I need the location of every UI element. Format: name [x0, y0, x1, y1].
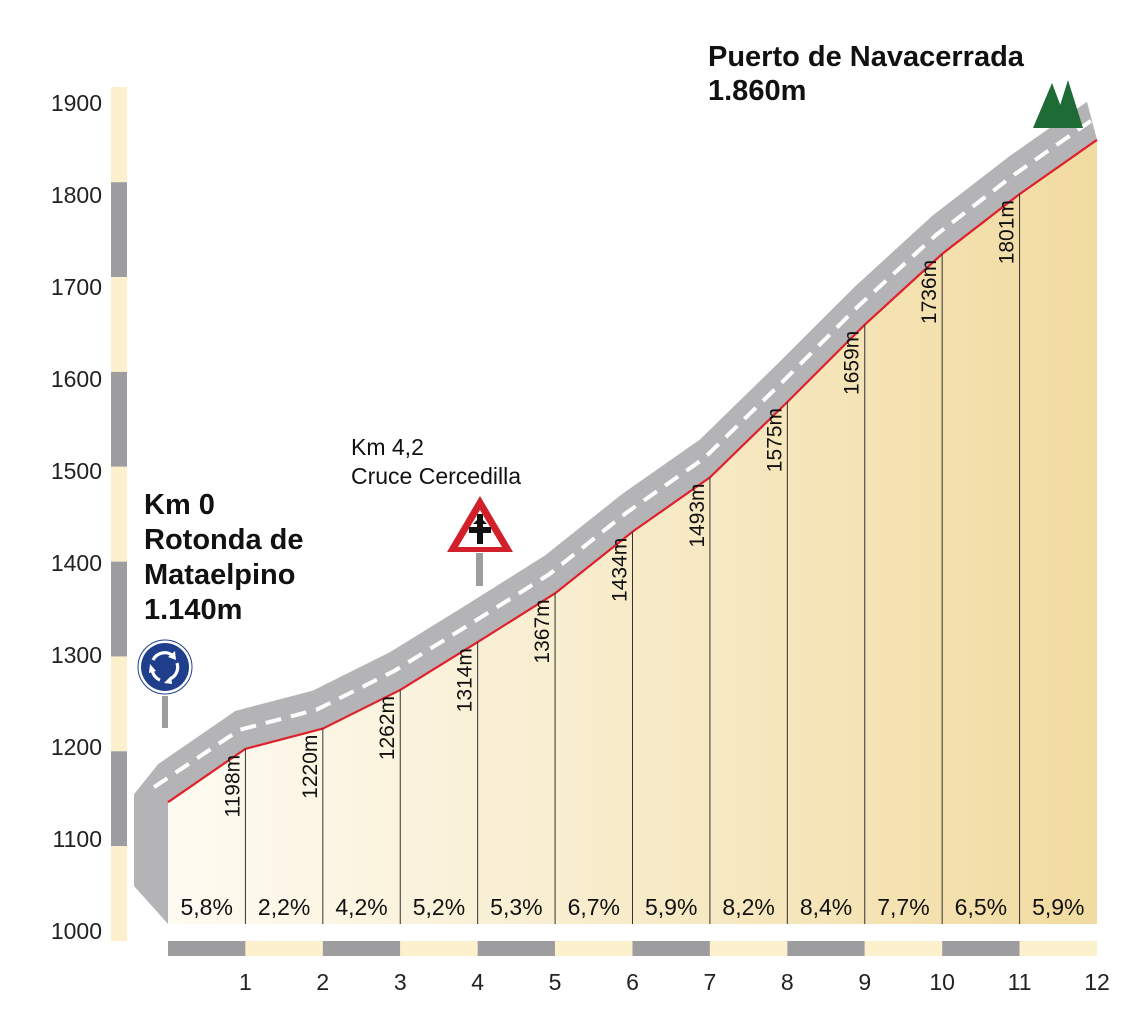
y-tick-label: 1200 [51, 734, 102, 760]
start-name-line1: Rotonda de [144, 524, 304, 556]
x-scale-segment [942, 941, 1020, 956]
roundabout-sign-icon [137, 639, 193, 728]
x-scale-segment [864, 941, 943, 956]
km-dividers [244, 194, 1021, 924]
x-tick-label: 2 [316, 969, 329, 995]
y-scale-segment [111, 656, 127, 752]
gradient-label: 5,9% [1032, 894, 1084, 920]
altitude-label: 1198m [221, 755, 244, 818]
y-scale-segment [111, 87, 127, 183]
y-tick-label: 1800 [51, 182, 102, 208]
gradient-label: 4,2% [335, 894, 387, 920]
y-scale-segment [111, 371, 127, 467]
road-band [134, 101, 1097, 925]
x-scale-segment [477, 941, 556, 956]
altitude-label: 1314m [454, 648, 477, 712]
gradient-label: 5,9% [645, 894, 697, 920]
x-tick-label: 10 [929, 969, 955, 995]
junction-warning-sign-icon [447, 496, 513, 586]
x-scale-segment [168, 941, 246, 956]
gradient-label: 8,2% [722, 894, 774, 920]
x-tick-label: 9 [858, 969, 871, 995]
x-axis-tick-labels: 1 2 3 4 5 6 7 8 9 10 11 12 [239, 969, 1110, 995]
gradient-labels: 5,8% 2,2% 4,2% 5,2% 5,3% 6,7% 5,9% 8,2% 8,4% 7,7%… [180, 894, 1084, 920]
gradient-label: 7,7% [877, 894, 929, 920]
x-scale-segment [787, 941, 865, 956]
altitude-label: 1801m [996, 200, 1019, 264]
distance-scale-bar [168, 941, 1097, 956]
y-scale-segment [111, 466, 127, 562]
road-center-line [152, 119, 1093, 789]
y-tick-label: 1100 [53, 826, 102, 852]
x-scale-segment [245, 941, 323, 956]
x-tick-label: 3 [394, 969, 407, 995]
x-scale-segment [709, 941, 788, 956]
y-tick-label: 1600 [51, 366, 102, 392]
altitude-scale-bar [111, 87, 127, 941]
altitude-label: 1262m [376, 696, 399, 760]
y-tick-label: 1000 [51, 918, 102, 944]
y-axis-tick-labels: 1000 1100 1200 1300 1400 1500 1600 1700 1800 1900 [51, 90, 102, 944]
altitude-label: 1659m [841, 331, 864, 395]
x-scale-segment [322, 941, 401, 956]
altitude-label: 1493m [686, 483, 709, 547]
x-tick-label: 5 [549, 969, 562, 995]
summit-name: Puerto de Navacerrada [708, 41, 1024, 73]
junction-km: Km 4,2 [351, 434, 424, 460]
x-scale-segment [1019, 941, 1097, 956]
x-tick-label: 1 [239, 969, 252, 995]
junction-name: Cruce Cercedilla [351, 463, 522, 489]
x-scale-segment [555, 941, 633, 956]
altitude-label: 1575m [763, 408, 786, 472]
altitude-label: 1736m [918, 260, 941, 324]
x-tick-label: 12 [1084, 969, 1110, 995]
gradient-label: 8,4% [800, 894, 852, 920]
y-tick-label: 1900 [51, 90, 102, 116]
junction-label: Km 4,2 Cruce Cercedilla [351, 433, 521, 491]
x-tick-label: 11 [1008, 969, 1032, 995]
x-tick-label: 8 [781, 969, 794, 995]
x-tick-label: 4 [471, 969, 484, 995]
y-scale-segment [111, 182, 127, 278]
summit-tree-icon [1033, 80, 1083, 128]
x-scale-segment [400, 941, 478, 956]
y-tick-label: 1400 [51, 550, 102, 576]
altitude-label: 1434m [609, 538, 632, 602]
y-tick-label: 1700 [51, 274, 102, 300]
x-tick-label: 7 [704, 969, 717, 995]
y-tick-label: 1500 [51, 458, 102, 484]
gradient-label: 2,2% [258, 894, 310, 920]
summit-label: Puerto de Navacerrada 1.860m [708, 40, 1024, 108]
y-tick-label: 1300 [51, 642, 102, 668]
altitude-label: 1220m [299, 735, 322, 799]
gradient-label: 5,3% [490, 894, 542, 920]
y-scale-segment [111, 277, 127, 372]
start-altitude: 1.140m [144, 594, 243, 626]
gradient-label: 5,8% [180, 894, 232, 920]
gradient-label: 6,7% [568, 894, 620, 920]
start-km: Km 0 [144, 489, 215, 521]
y-scale-segment [111, 751, 127, 847]
altitude-label: 1367m [531, 599, 554, 663]
x-scale-segment [632, 941, 710, 956]
y-scale-segment [111, 87, 127, 103]
gradient-label: 5,2% [413, 894, 465, 920]
y-scale-segment [111, 561, 127, 657]
start-name-line2: Mataelpino [144, 559, 296, 591]
gradient-label: 6,5% [955, 894, 1007, 920]
x-tick-label: 6 [626, 969, 639, 995]
start-label: Km 0 Rotonda de Mataelpino 1.140m [144, 488, 304, 628]
altitude-labels: 1198m 1220m 1262m 1314m 1367m 1434m 1493m 1575m… [221, 200, 1018, 817]
y-scale-segment [111, 846, 127, 941]
summit-altitude: 1.860m [708, 75, 807, 107]
